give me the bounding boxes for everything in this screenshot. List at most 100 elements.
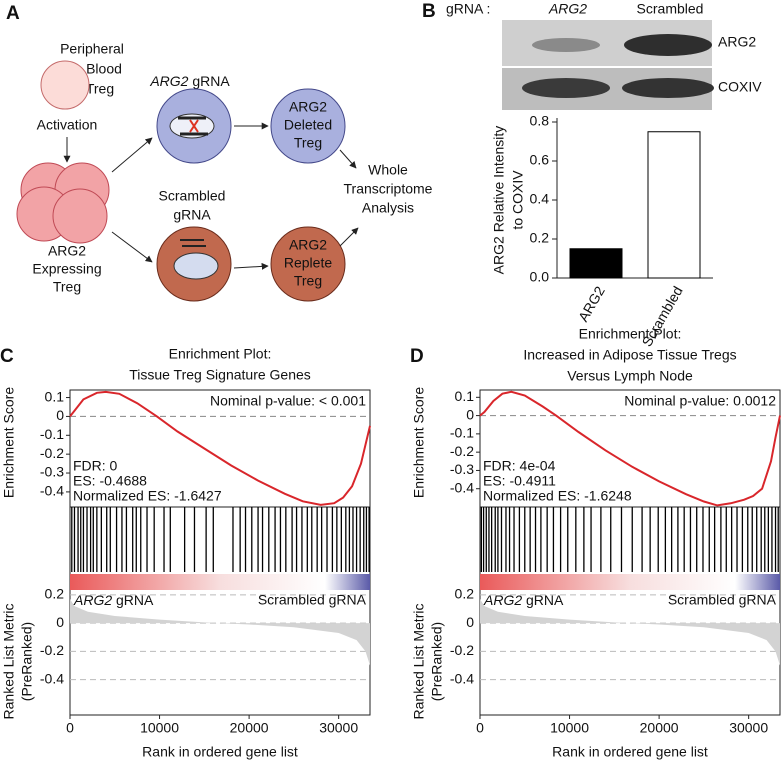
x-tick-label: 30000 xyxy=(319,720,358,736)
y-tick-label: -0.3 xyxy=(40,464,64,480)
y2-axis-label: (PreRanked) xyxy=(19,622,35,701)
gradient-label: Scrambled gRNA xyxy=(258,592,367,608)
label-text: gRNA xyxy=(192,73,230,89)
cell xyxy=(270,88,346,164)
nucleus xyxy=(169,113,215,139)
y-axis-label: ARG2 Relative Intensity xyxy=(491,126,507,275)
band xyxy=(532,38,600,52)
y-tick-label: -0.1 xyxy=(450,425,474,441)
y2-tick-label: -0.2 xyxy=(450,642,474,658)
y2-axis-label: Ranked List Metric xyxy=(411,604,427,720)
panel-letter: C xyxy=(0,346,14,367)
panel-letter: D xyxy=(410,346,424,367)
band-label: COXIV xyxy=(718,79,762,95)
chart-title: Increased in Adipose Tissue Tregs xyxy=(523,347,736,363)
y-axis-label: to COXIV xyxy=(510,170,526,230)
x-axis-label: Rank in ordered gene list xyxy=(552,744,708,760)
chart-title: Enrichment Plot: xyxy=(579,326,682,342)
y-tick-label: 0.1 xyxy=(45,388,65,404)
band xyxy=(522,78,610,98)
cell xyxy=(270,226,346,302)
label: Expressing xyxy=(32,261,101,277)
gradient-label: Scrambled gRNA xyxy=(668,592,777,608)
y-tick-label: -0.2 xyxy=(40,445,64,461)
y-tick-label: 0 xyxy=(56,407,64,423)
y2-tick-label: -0.2 xyxy=(40,642,64,658)
label: gRNA xyxy=(173,207,211,223)
y2-tick-label: 0 xyxy=(466,614,474,630)
plot-frame xyxy=(69,389,371,716)
arrow xyxy=(339,149,357,169)
cell-cluster xyxy=(16,162,110,244)
x-tick-label: ARG2 xyxy=(575,283,608,324)
x-tick-label: 10000 xyxy=(140,720,179,736)
label: Treg xyxy=(294,273,322,289)
label: Peripheral xyxy=(60,41,124,57)
y-tick-label: 0.8 xyxy=(530,113,550,129)
y-tick-label: -0.4 xyxy=(450,479,474,495)
chart-title: Enrichment Plot: xyxy=(169,346,272,362)
gene: ARG2 xyxy=(483,592,522,608)
label: Blood xyxy=(86,61,122,77)
label: ARG2 xyxy=(289,237,327,253)
rank-gradient xyxy=(70,574,370,590)
label: Activation xyxy=(37,117,98,133)
gene: ARG2 xyxy=(149,73,188,89)
arrow xyxy=(111,231,153,263)
band-label: ARG2 xyxy=(718,34,756,50)
label: Treg xyxy=(53,279,81,295)
x-tick-label: 20000 xyxy=(640,720,679,736)
y-tick-label: 0.1 xyxy=(455,388,475,404)
y2-tick-label: 0.2 xyxy=(45,586,65,602)
label: Deleted xyxy=(284,117,332,133)
label: Transcriptome xyxy=(344,181,433,197)
y2-axis-label: (PreRanked) xyxy=(429,622,445,701)
bar xyxy=(569,248,623,279)
y2-tick-label: 0 xyxy=(56,614,64,630)
es-line xyxy=(69,390,371,506)
x-axis-label: Rank in ordered gene list xyxy=(142,744,298,760)
y2-axis-label: Ranked List Metric xyxy=(1,604,17,720)
label: ARG2 xyxy=(289,99,327,115)
y-axis-label: Enrichment Score xyxy=(411,387,427,498)
y-tick-label: 0.0 xyxy=(530,269,550,285)
label: Treg xyxy=(86,81,114,97)
label: ARG2 gRNA xyxy=(149,73,230,89)
label: Replete xyxy=(284,255,332,271)
label-text: gRNA xyxy=(526,592,564,608)
label: Treg xyxy=(294,135,322,151)
bar xyxy=(647,131,701,279)
band xyxy=(624,34,712,56)
stat: FDR: 4e-04 xyxy=(483,458,556,474)
y-tick-label: 0.2 xyxy=(530,230,550,246)
p-value: Nominal p-value: 0.0012 xyxy=(624,393,776,409)
label: Scrambled xyxy=(159,188,226,204)
y-tick-label: -0.4 xyxy=(40,483,64,499)
label: Whole xyxy=(368,162,408,178)
stat: Normalized ES: -1.6248 xyxy=(483,488,632,504)
band xyxy=(622,78,714,98)
metric-area xyxy=(480,599,780,666)
panel-letter: B xyxy=(422,1,436,22)
y-tick-label: -0.3 xyxy=(450,461,474,477)
y-tick-label: 0.6 xyxy=(530,152,550,168)
x-tick-label: 0 xyxy=(66,720,74,736)
x-tick-label: 10000 xyxy=(550,720,589,736)
panel-letter: A xyxy=(6,3,20,24)
y2-tick-label: -0.4 xyxy=(450,670,474,686)
panel-a: A Peripheral Blood Treg Activation ARG2 … xyxy=(6,3,433,302)
gradient-label: ARG2 gRNA xyxy=(483,592,564,608)
arrow xyxy=(233,262,269,270)
lane-label: Scrambled xyxy=(637,1,704,17)
stat: ES: -0.4688 xyxy=(73,473,147,489)
rank-gradient xyxy=(480,574,780,590)
y-tick-label: 0.4 xyxy=(530,191,550,207)
metric-area xyxy=(70,599,370,666)
cut xyxy=(189,119,199,133)
x-tick-label: 20000 xyxy=(230,720,269,736)
y2-tick-label: 0.2 xyxy=(455,586,475,602)
chart-title: Tissue Treg Signature Genes xyxy=(129,367,311,383)
nucleus xyxy=(173,252,219,280)
p-value: Nominal p-value: < 0.001 xyxy=(210,393,366,409)
